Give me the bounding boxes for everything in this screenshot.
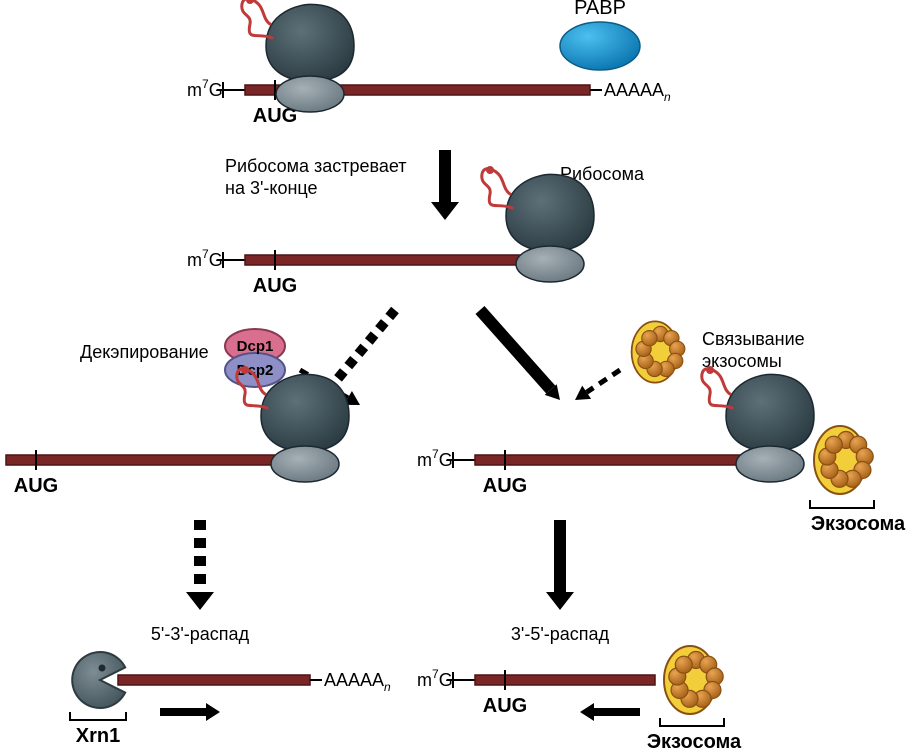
xrn1 (72, 652, 125, 708)
exosome (814, 426, 873, 494)
five-three-label: 5'-3'-распад (151, 624, 250, 644)
diagram-svg: m7G AUG AAAAAn PABP Рибосома застреваетна 3'… (0, 0, 924, 754)
bracket-label: Экзосома (647, 731, 742, 753)
stall-label-1: Рибосома застревает (225, 156, 407, 176)
bracket (660, 718, 724, 726)
arrow (480, 310, 551, 390)
stall-label-2: на 3'-конце (225, 178, 318, 198)
svg-text:m7G: m7G (417, 667, 453, 690)
three-five-label: 3'-5'-распад (511, 624, 610, 644)
mrna (475, 675, 655, 685)
svg-text:m7G: m7G (187, 247, 223, 270)
bracket (70, 712, 126, 720)
arrow (329, 310, 395, 389)
mrna (118, 675, 310, 685)
cap-m7g: m7G (187, 247, 223, 270)
pabp (560, 22, 640, 70)
cap-m7g: m7G (417, 447, 453, 470)
exobind-label-2: экзосомы (702, 351, 782, 371)
dcp1-label: Dcp1 (237, 338, 274, 355)
bracket-label: Экзосома (811, 513, 906, 535)
poly-a: AAAAAn (604, 80, 671, 104)
aug-label: AUG (483, 475, 527, 497)
bracket-label: Xrn1 (76, 725, 120, 747)
aug-label: AUG (483, 695, 527, 717)
cap-m7g: m7G (187, 77, 223, 100)
exobind-label-1: Связывание (702, 329, 805, 349)
exosome (632, 321, 685, 382)
diagram-stage: m7G AUG AAAAAn PABP Рибосома застреваетна 3'… (0, 0, 924, 754)
svg-text:m7G: m7G (187, 77, 223, 100)
exosome (664, 646, 723, 714)
decapping-label: Декэпирование (80, 342, 209, 362)
pabp-label: PABP (574, 0, 626, 19)
cap-m7g: m7G (417, 667, 453, 690)
svg-text:m7G: m7G (417, 447, 453, 470)
arrow (587, 370, 620, 392)
aug-label: AUG (253, 275, 297, 297)
poly-a: AAAAAn (324, 670, 391, 694)
bracket (810, 500, 874, 508)
aug-label: AUG (14, 475, 58, 497)
